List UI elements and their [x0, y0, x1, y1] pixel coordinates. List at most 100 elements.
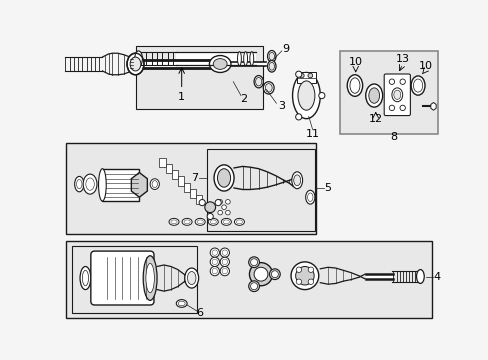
Ellipse shape: [199, 199, 205, 206]
Ellipse shape: [152, 181, 157, 188]
Ellipse shape: [207, 213, 213, 220]
Ellipse shape: [291, 172, 302, 189]
Ellipse shape: [290, 262, 318, 289]
Ellipse shape: [183, 220, 190, 224]
Ellipse shape: [82, 270, 88, 286]
Ellipse shape: [305, 190, 314, 204]
Circle shape: [210, 248, 219, 257]
Ellipse shape: [178, 301, 185, 306]
Bar: [66, 241, 431, 318]
Circle shape: [218, 210, 222, 215]
Circle shape: [221, 205, 226, 210]
Circle shape: [296, 267, 301, 273]
Ellipse shape: [248, 257, 259, 267]
Ellipse shape: [267, 60, 275, 72]
Ellipse shape: [209, 55, 230, 72]
FancyBboxPatch shape: [384, 74, 409, 116]
Ellipse shape: [249, 263, 272, 286]
Ellipse shape: [187, 271, 196, 285]
Circle shape: [222, 259, 227, 265]
Ellipse shape: [254, 267, 267, 281]
Circle shape: [225, 199, 230, 204]
Text: 5: 5: [323, 183, 330, 193]
Circle shape: [307, 267, 313, 273]
Ellipse shape: [293, 175, 300, 186]
Ellipse shape: [292, 72, 320, 119]
Ellipse shape: [80, 266, 91, 289]
Ellipse shape: [243, 52, 247, 66]
Ellipse shape: [267, 50, 275, 62]
Ellipse shape: [255, 77, 261, 86]
Circle shape: [318, 93, 324, 99]
Circle shape: [220, 266, 229, 276]
Bar: [165, 164, 171, 173]
Ellipse shape: [182, 219, 192, 225]
Ellipse shape: [99, 169, 106, 201]
Ellipse shape: [171, 220, 177, 224]
Ellipse shape: [413, 79, 422, 92]
Ellipse shape: [145, 264, 154, 293]
Ellipse shape: [268, 62, 274, 70]
Circle shape: [307, 279, 313, 284]
Bar: [143, 60, 220, 68]
Circle shape: [399, 105, 405, 111]
Ellipse shape: [221, 219, 231, 225]
Ellipse shape: [250, 259, 257, 266]
Circle shape: [218, 199, 222, 204]
Ellipse shape: [197, 220, 203, 224]
Ellipse shape: [237, 52, 241, 66]
Text: 11: 11: [305, 129, 319, 139]
Circle shape: [295, 114, 301, 120]
Circle shape: [388, 105, 394, 111]
FancyBboxPatch shape: [91, 251, 154, 305]
Circle shape: [220, 257, 229, 266]
Bar: [102, 169, 139, 201]
Bar: [178, 176, 183, 186]
Ellipse shape: [214, 165, 234, 191]
Ellipse shape: [217, 169, 230, 187]
Circle shape: [388, 79, 394, 84]
Bar: [175, 53, 256, 65]
Ellipse shape: [249, 52, 253, 66]
Bar: [190, 189, 196, 198]
Text: 12: 12: [368, 114, 382, 123]
Ellipse shape: [254, 76, 263, 88]
Ellipse shape: [368, 88, 379, 103]
Text: 13: 13: [395, 54, 409, 64]
Bar: [171, 170, 178, 180]
Ellipse shape: [393, 90, 400, 99]
Bar: [366, 274, 393, 279]
Ellipse shape: [75, 176, 84, 192]
Circle shape: [225, 210, 230, 215]
Ellipse shape: [234, 219, 244, 225]
Circle shape: [296, 279, 301, 284]
Ellipse shape: [83, 174, 97, 194]
Bar: [71, 246, 197, 314]
Circle shape: [212, 250, 217, 255]
Ellipse shape: [143, 256, 157, 300]
Ellipse shape: [269, 269, 280, 280]
Circle shape: [220, 248, 229, 257]
Ellipse shape: [135, 51, 142, 66]
Ellipse shape: [77, 180, 82, 189]
Text: 1: 1: [178, 92, 185, 102]
Ellipse shape: [86, 178, 94, 190]
Ellipse shape: [410, 76, 424, 95]
Ellipse shape: [195, 219, 205, 225]
Circle shape: [222, 250, 227, 255]
Ellipse shape: [184, 268, 198, 288]
Ellipse shape: [169, 219, 179, 225]
Ellipse shape: [236, 220, 242, 224]
Ellipse shape: [150, 179, 159, 189]
Ellipse shape: [271, 271, 278, 278]
Circle shape: [210, 266, 219, 276]
Ellipse shape: [268, 53, 274, 60]
Ellipse shape: [176, 300, 187, 307]
Ellipse shape: [130, 57, 141, 71]
Ellipse shape: [263, 82, 274, 94]
Ellipse shape: [210, 220, 216, 224]
Circle shape: [295, 71, 301, 77]
Bar: [136, 46, 263, 109]
Bar: [207, 149, 314, 231]
Circle shape: [399, 79, 405, 84]
